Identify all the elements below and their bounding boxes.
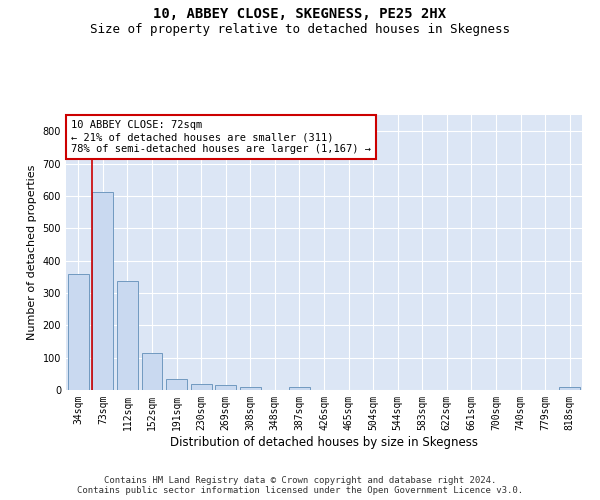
- Bar: [92, 192, 113, 390]
- X-axis label: Distribution of detached houses by size in Skegness: Distribution of detached houses by size …: [170, 436, 478, 448]
- Bar: [240, 387, 261, 390]
- Text: 10 ABBEY CLOSE: 72sqm
← 21% of detached houses are smaller (311)
78% of semi-det: 10 ABBEY CLOSE: 72sqm ← 21% of detached …: [71, 120, 371, 154]
- Bar: [559, 388, 580, 390]
- Bar: [215, 385, 236, 390]
- Text: Size of property relative to detached houses in Skegness: Size of property relative to detached ho…: [90, 22, 510, 36]
- Text: 10, ABBEY CLOSE, SKEGNESS, PE25 2HX: 10, ABBEY CLOSE, SKEGNESS, PE25 2HX: [154, 8, 446, 22]
- Bar: [191, 384, 212, 390]
- Bar: [289, 388, 310, 390]
- Bar: [166, 378, 187, 390]
- Bar: [117, 280, 138, 390]
- Text: Contains HM Land Registry data © Crown copyright and database right 2024.
Contai: Contains HM Land Registry data © Crown c…: [77, 476, 523, 495]
- Bar: [142, 353, 163, 390]
- Y-axis label: Number of detached properties: Number of detached properties: [27, 165, 37, 340]
- Bar: [68, 274, 89, 390]
